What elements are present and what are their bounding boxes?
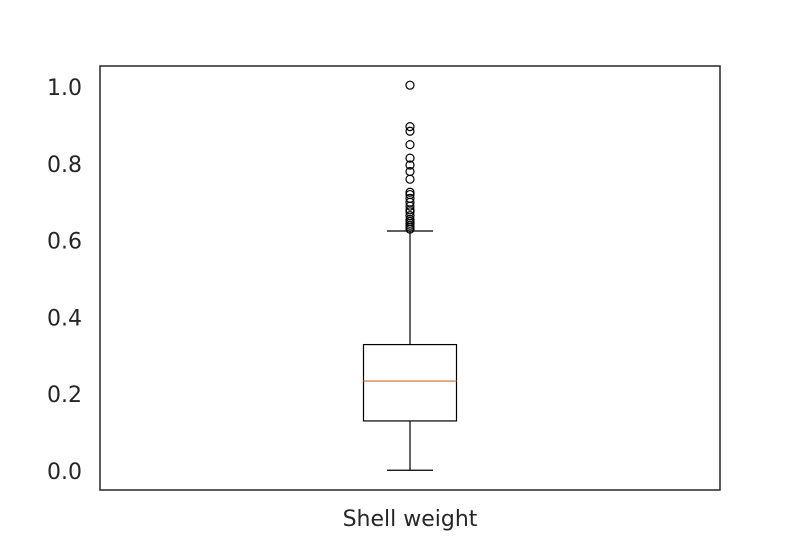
x-category-label: Shell weight (343, 507, 478, 532)
outlier-point (405, 201, 415, 211)
y-tick-label: 0.0 (47, 460, 82, 485)
y-axis: 0.0 0.2 0.4 0.6 0.8 1.0 (47, 76, 82, 485)
y-tick-label: 0.6 (47, 230, 82, 255)
x-axis: Shell weight (343, 507, 478, 532)
box-group (362, 80, 458, 471)
outlier-point (405, 140, 415, 150)
plot-area (99, 65, 721, 491)
outlier-point (405, 174, 415, 184)
iqr-box (362, 343, 458, 422)
outlier-point (405, 122, 415, 132)
outlier-point (405, 80, 415, 90)
outlier-point (405, 126, 415, 136)
outlier-point (405, 160, 415, 170)
outlier-point (405, 187, 415, 197)
outlier-point (405, 153, 415, 163)
y-tick-label: 0.2 (47, 383, 82, 408)
y-tick-label: 1.0 (47, 76, 82, 101)
y-tick-label: 0.8 (47, 153, 82, 178)
y-tick-label: 0.4 (47, 306, 82, 331)
outlier-point (405, 224, 415, 234)
